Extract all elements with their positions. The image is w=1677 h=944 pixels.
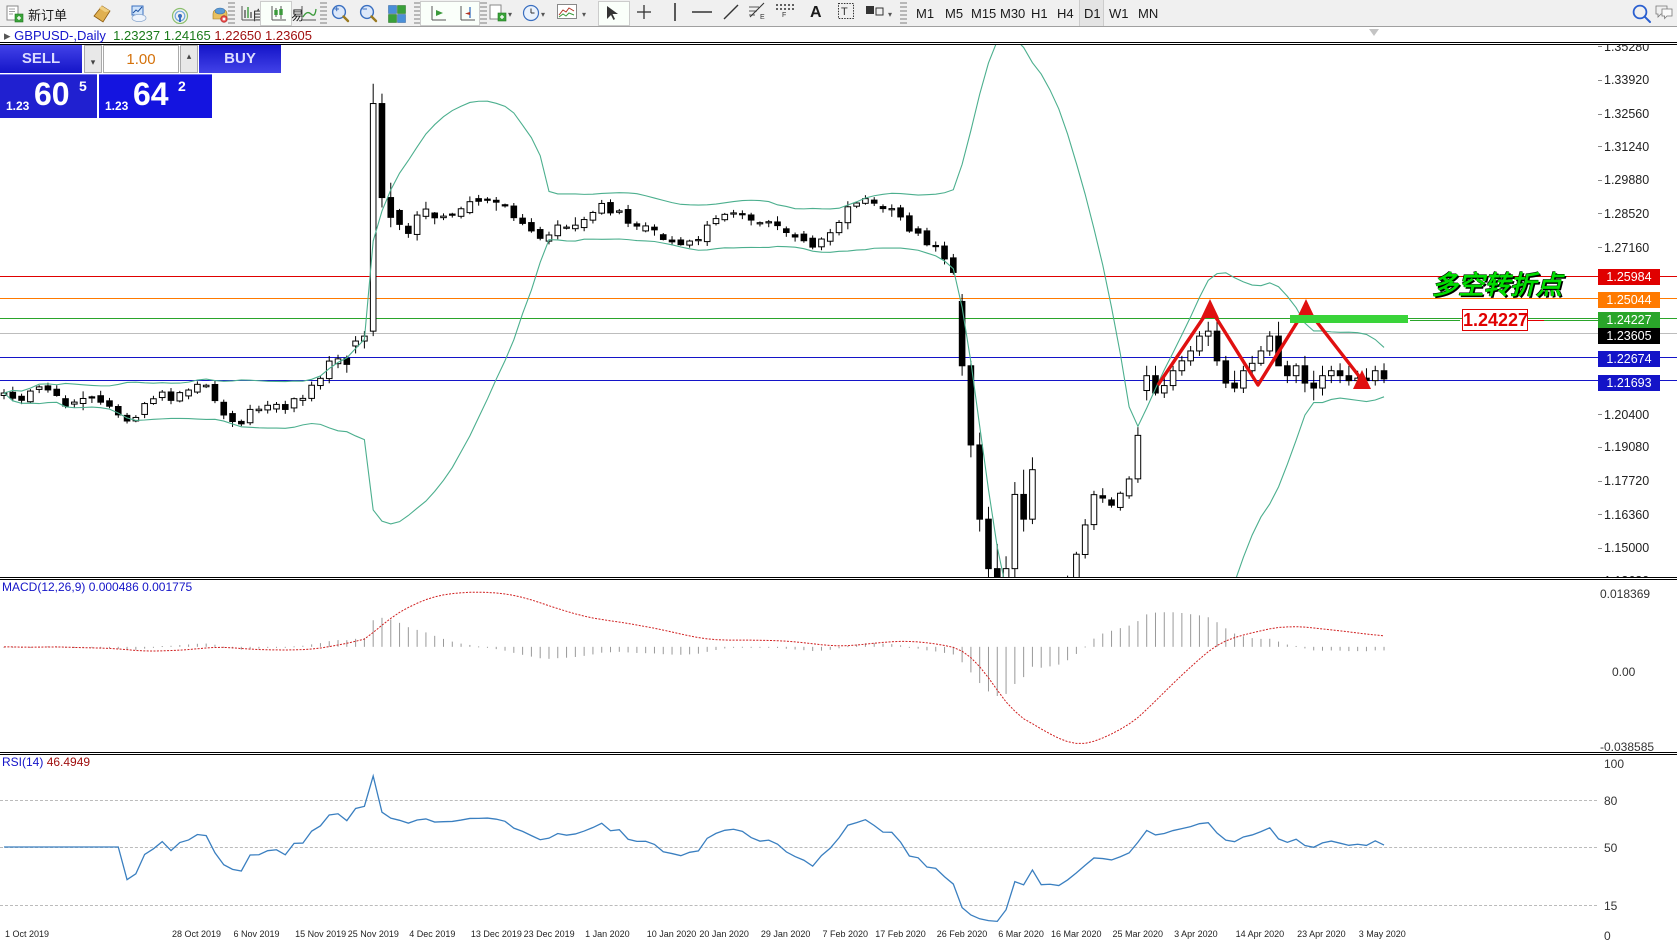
- svg-text:E: E: [760, 14, 765, 21]
- svg-text:F: F: [782, 12, 786, 18]
- svg-text:T: T: [841, 6, 848, 18]
